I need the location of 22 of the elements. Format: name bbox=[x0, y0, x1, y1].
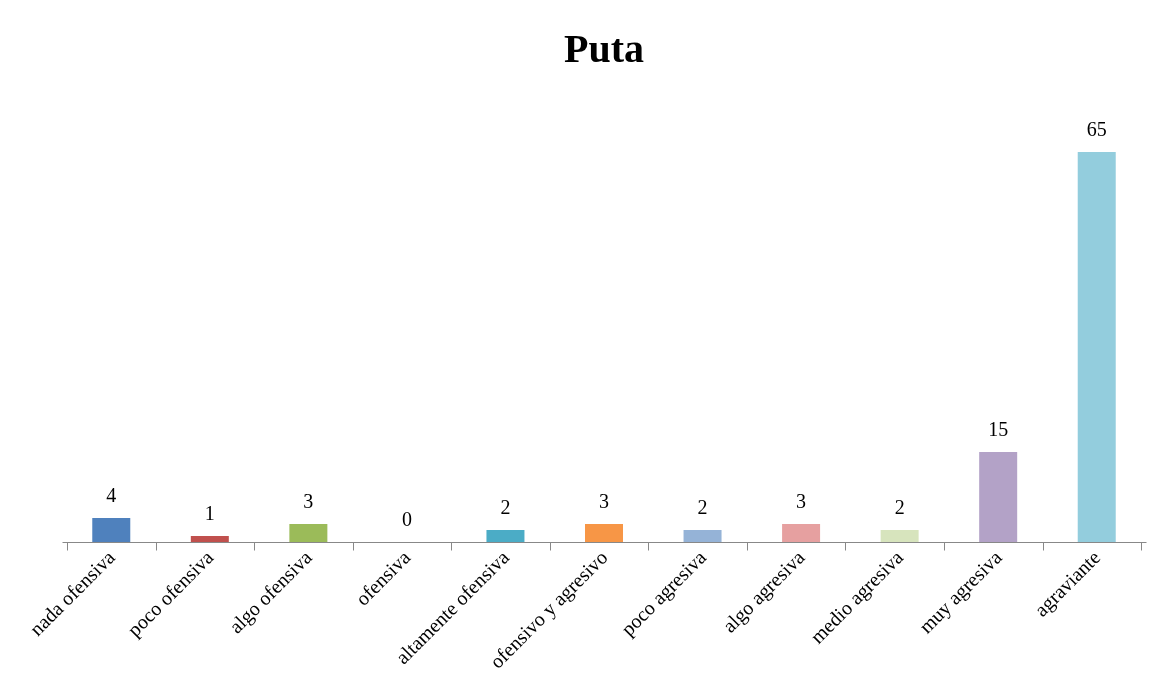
data-label: 2 bbox=[697, 496, 708, 518]
bar bbox=[92, 518, 131, 542]
data-label: 65 bbox=[1086, 118, 1107, 140]
data-label: 2 bbox=[894, 496, 905, 518]
data-label: 1 bbox=[204, 502, 215, 524]
data-label: 3 bbox=[796, 490, 807, 512]
bar bbox=[190, 536, 229, 542]
bar bbox=[782, 524, 821, 542]
bar bbox=[683, 530, 722, 542]
data-label: 4 bbox=[106, 484, 117, 506]
bar bbox=[585, 524, 623, 542]
chart-title: Puta bbox=[564, 26, 644, 71]
bar bbox=[1077, 152, 1116, 542]
data-label: 3 bbox=[599, 490, 609, 512]
data-label: 0 bbox=[401, 508, 412, 530]
data-label: 2 bbox=[500, 496, 511, 518]
data-label: 3 bbox=[303, 490, 314, 512]
bar bbox=[486, 530, 525, 542]
bar bbox=[979, 452, 1018, 542]
data-label: 15 bbox=[988, 418, 1009, 440]
bar bbox=[880, 530, 919, 542]
bar bbox=[289, 524, 328, 542]
